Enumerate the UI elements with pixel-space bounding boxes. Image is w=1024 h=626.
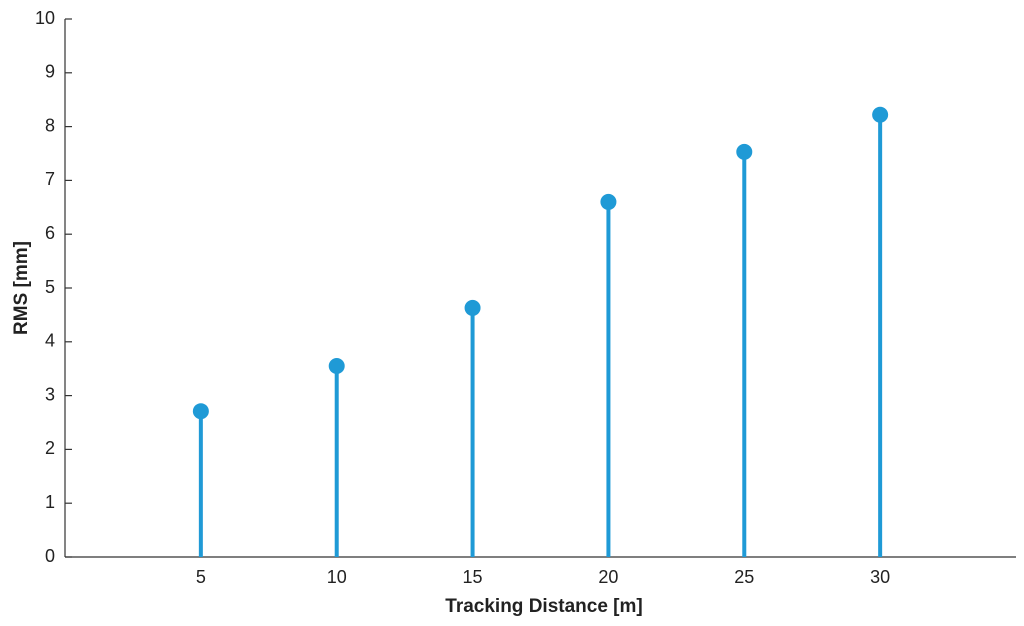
x-tick-label: 10 bbox=[327, 567, 347, 587]
y-tick-label: 9 bbox=[45, 62, 55, 82]
x-tick-label: 25 bbox=[734, 567, 754, 587]
y-tick-label: 7 bbox=[45, 169, 55, 189]
x-axis-label: Tracking Distance [m] bbox=[445, 596, 642, 617]
stem-marker bbox=[872, 106, 889, 123]
y-tick-label: 4 bbox=[45, 331, 55, 351]
y-tick-label: 10 bbox=[35, 8, 55, 28]
x-tick-label: 5 bbox=[196, 567, 206, 587]
stem-marker bbox=[192, 403, 209, 420]
y-tick-label: 2 bbox=[45, 438, 55, 458]
stem-marker bbox=[736, 143, 753, 160]
y-tick-label: 5 bbox=[45, 277, 55, 297]
stem-marker bbox=[464, 299, 481, 316]
y-tick-label: 6 bbox=[45, 223, 55, 243]
y-tick-label: 1 bbox=[45, 492, 55, 512]
x-tick-label: 20 bbox=[598, 567, 618, 587]
y-tick-label: 8 bbox=[45, 115, 55, 135]
x-tick-label: 15 bbox=[463, 567, 483, 587]
stem-marker bbox=[600, 193, 617, 210]
y-tick-label: 3 bbox=[45, 384, 55, 404]
y-axis-label: RMS [mm] bbox=[11, 241, 32, 335]
y-tick-label: 0 bbox=[45, 546, 55, 566]
stem-marker bbox=[328, 358, 345, 375]
x-tick-label: 30 bbox=[870, 567, 890, 587]
